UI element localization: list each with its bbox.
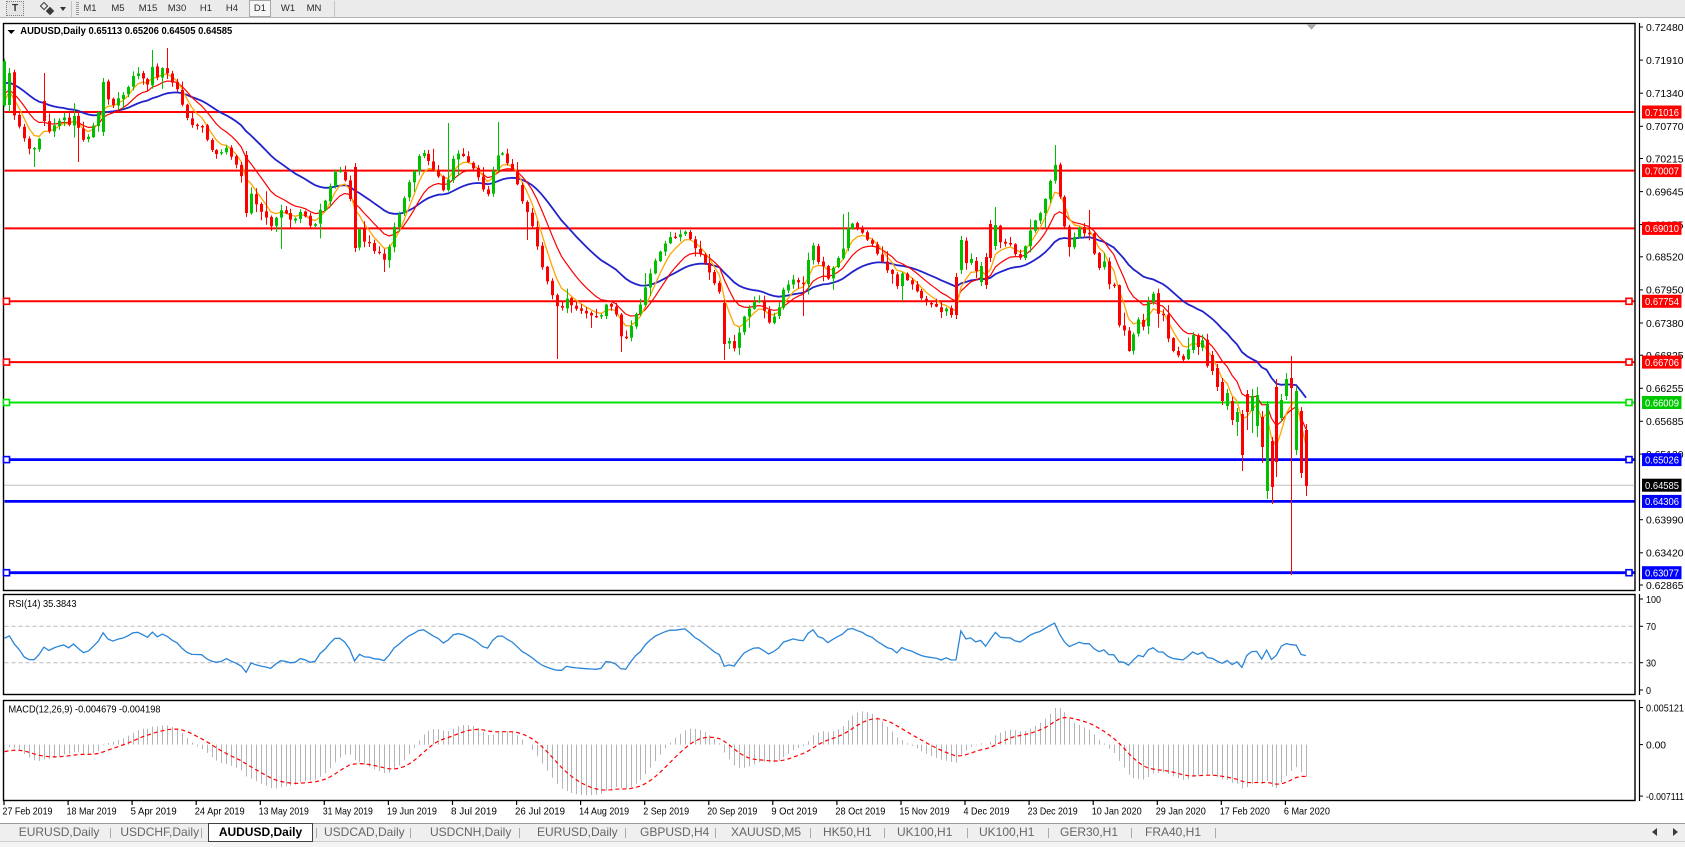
svg-text:24 Apr 2019: 24 Apr 2019 bbox=[195, 806, 245, 818]
svg-text:0.64585: 0.64585 bbox=[1645, 480, 1679, 492]
svg-text:0.63420: 0.63420 bbox=[1646, 548, 1684, 560]
svg-text:0.65685: 0.65685 bbox=[1646, 416, 1684, 428]
svg-text:18 Mar 2019: 18 Mar 2019 bbox=[67, 806, 117, 818]
svg-text:29 Jan 2020: 29 Jan 2020 bbox=[1156, 806, 1206, 818]
svg-text:0.00: 0.00 bbox=[1646, 739, 1666, 751]
svg-text:8 Jul 2019: 8 Jul 2019 bbox=[451, 806, 497, 818]
svg-text:0.005121: 0.005121 bbox=[1646, 702, 1684, 714]
svg-text:0.63077: 0.63077 bbox=[1645, 567, 1679, 579]
svg-text:0.66255: 0.66255 bbox=[1646, 383, 1684, 395]
svg-text:0.69010: 0.69010 bbox=[1645, 223, 1679, 235]
svg-text:23 Dec 2019: 23 Dec 2019 bbox=[1028, 806, 1078, 818]
svg-text:0.68520: 0.68520 bbox=[1646, 252, 1684, 264]
svg-text:27 Feb 2019: 27 Feb 2019 bbox=[3, 806, 53, 818]
svg-text:28 Oct 2019: 28 Oct 2019 bbox=[835, 806, 885, 818]
svg-text:RSI(14) 35.3843: RSI(14) 35.3843 bbox=[9, 598, 77, 610]
svg-text:0.66706: 0.66706 bbox=[1645, 357, 1679, 369]
svg-text:0.66009: 0.66009 bbox=[1645, 397, 1679, 409]
svg-text:0.63990: 0.63990 bbox=[1646, 515, 1684, 527]
svg-text:2 Sep 2019: 2 Sep 2019 bbox=[643, 806, 689, 818]
svg-text:4 Dec 2019: 4 Dec 2019 bbox=[964, 806, 1010, 818]
svg-text:13 May 2019: 13 May 2019 bbox=[259, 806, 309, 818]
svg-text:-0.007111: -0.007111 bbox=[1646, 791, 1684, 803]
svg-text:0.65026: 0.65026 bbox=[1645, 454, 1679, 466]
svg-text:0.70770: 0.70770 bbox=[1646, 121, 1684, 133]
svg-text:0.62865: 0.62865 bbox=[1646, 580, 1684, 592]
svg-text:14 Aug 2019: 14 Aug 2019 bbox=[579, 806, 629, 818]
svg-text:9 Oct 2019: 9 Oct 2019 bbox=[771, 806, 817, 818]
svg-text:0.71340: 0.71340 bbox=[1646, 88, 1684, 100]
svg-text:70: 70 bbox=[1646, 621, 1656, 633]
svg-text:0.70215: 0.70215 bbox=[1646, 153, 1684, 165]
svg-text:5 Apr 2019: 5 Apr 2019 bbox=[131, 806, 177, 818]
svg-text:0.70007: 0.70007 bbox=[1645, 165, 1679, 177]
svg-text:17 Feb 2020: 17 Feb 2020 bbox=[1220, 806, 1270, 818]
svg-text:MACD(12,26,9) -0.004679 -0.004: MACD(12,26,9) -0.004679 -0.004198 bbox=[9, 704, 161, 716]
svg-text:AUDUSD,Daily 0.65113 0.65206: AUDUSD,Daily 0.65113 0.65206 0.64505 0.6… bbox=[20, 26, 232, 37]
svg-text:15 Nov 2019: 15 Nov 2019 bbox=[899, 806, 949, 818]
svg-text:19 Jun 2019: 19 Jun 2019 bbox=[387, 806, 437, 818]
svg-text:0.67950: 0.67950 bbox=[1646, 285, 1684, 297]
svg-text:0.72480: 0.72480 bbox=[1646, 22, 1684, 34]
svg-text:0.71016: 0.71016 bbox=[1645, 107, 1679, 119]
svg-text:0: 0 bbox=[1646, 685, 1651, 697]
svg-text:0.67754: 0.67754 bbox=[1645, 296, 1679, 308]
svg-text:0.64306: 0.64306 bbox=[1645, 496, 1679, 508]
svg-text:26 Jul 2019: 26 Jul 2019 bbox=[515, 806, 565, 818]
svg-text:0.71910: 0.71910 bbox=[1646, 55, 1684, 67]
svg-text:100: 100 bbox=[1646, 594, 1661, 606]
svg-text:0.67380: 0.67380 bbox=[1646, 318, 1684, 330]
svg-text:30: 30 bbox=[1646, 658, 1656, 670]
svg-text:20 Sep 2019: 20 Sep 2019 bbox=[707, 806, 757, 818]
svg-text:0.69645: 0.69645 bbox=[1646, 186, 1684, 198]
svg-text:31 May 2019: 31 May 2019 bbox=[323, 806, 373, 818]
svg-text:6 Mar 2020: 6 Mar 2020 bbox=[1284, 806, 1330, 818]
svg-text:10 Jan 2020: 10 Jan 2020 bbox=[1092, 806, 1142, 818]
